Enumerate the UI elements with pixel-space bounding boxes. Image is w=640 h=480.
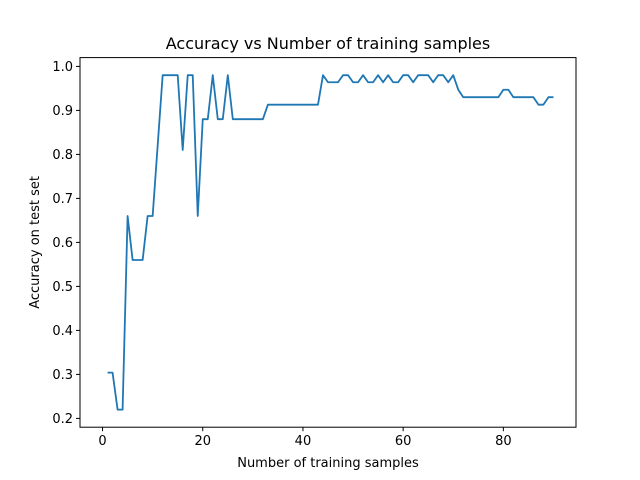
y-axis-label: Accuracy on test set (28, 176, 43, 309)
y-tick-label: 0.5 (52, 280, 73, 295)
y-tick-label: 0.2 (52, 412, 73, 427)
y-tick-label: 0.8 (52, 148, 73, 163)
x-tick-label: 80 (495, 434, 512, 449)
y-tick-label: 0.3 (52, 368, 73, 383)
x-tick-label: 40 (295, 434, 312, 449)
series-line-0 (107, 74, 554, 411)
chart-title: Accuracy vs Number of training samples (166, 34, 490, 53)
y-tick-label: 1.0 (52, 60, 73, 75)
x-axis-label: Number of training samples (237, 456, 419, 471)
y-tick-label: 0.6 (52, 236, 73, 251)
y-tick-label: 0.7 (52, 192, 73, 207)
x-tick-label: 0 (98, 434, 106, 449)
x-tick-label: 60 (395, 434, 412, 449)
x-tick-label: 20 (194, 434, 211, 449)
plot-area (80, 57, 576, 428)
y-tick-label: 0.4 (52, 324, 73, 339)
y-tick-label: 0.9 (52, 104, 73, 119)
